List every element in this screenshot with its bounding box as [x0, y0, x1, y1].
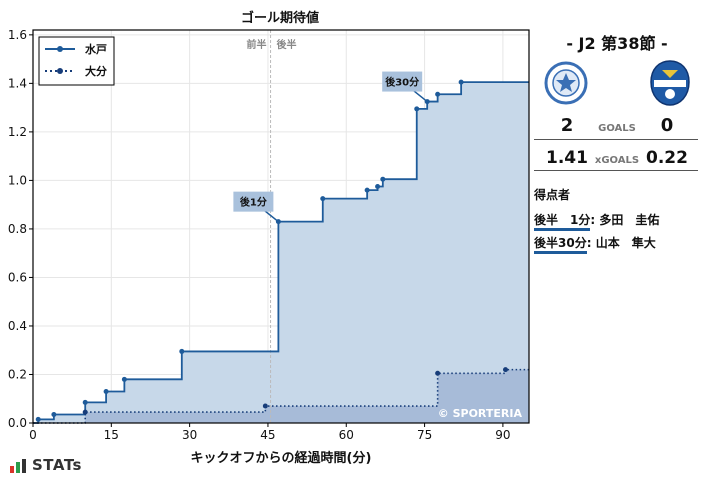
series-point [414, 106, 420, 112]
series-point [503, 367, 509, 373]
half-time-marker: 前半 後半 [247, 30, 297, 423]
y-tick-label: 0.0 [8, 416, 27, 430]
annotation-label: 後30分 [385, 76, 419, 89]
annotation-box [233, 191, 274, 212]
y-tick-label: 0.8 [8, 222, 27, 236]
xgoals-row: 1.41 xGOALS 0.22 [532, 148, 702, 172]
x-tick-label: 45 [260, 428, 275, 442]
scorer-name: 山本 隼大 [595, 236, 656, 250]
scorer-name: 多田 圭佑 [599, 213, 660, 227]
goals-label: GOALS [598, 123, 636, 134]
divider [534, 139, 698, 140]
series-point [121, 376, 127, 382]
series-point [435, 370, 441, 376]
bar-chart-icon [10, 459, 26, 473]
watermark: © SPORTERIA [438, 407, 523, 420]
away-score: 0 [660, 115, 674, 136]
y-tick-label: 0.6 [8, 270, 27, 284]
home-score: 2 [560, 115, 574, 136]
scorer-separator: : [590, 213, 596, 227]
series-point [51, 412, 57, 418]
annotation-box [382, 71, 423, 92]
legend-marker-home [57, 46, 63, 52]
series-point [320, 196, 326, 202]
legend-marker-away [57, 68, 63, 74]
scorer-separator: : [586, 236, 592, 250]
x-tick-label: 15 [104, 428, 119, 442]
x-tick-label: 30 [182, 428, 197, 442]
series-point [435, 91, 441, 97]
divider [534, 170, 698, 171]
first-half-label: 前半 [247, 38, 267, 51]
series-point [375, 183, 381, 189]
x-axis-label: キックオフからの経過時間(分) [191, 450, 372, 466]
brand-name: STATs [32, 456, 82, 474]
series-point [82, 399, 88, 405]
area-fills [33, 82, 529, 423]
y-tick-label: 0.4 [8, 319, 27, 333]
match-title: - J2 第38節 - [566, 34, 668, 53]
series-point [364, 187, 370, 193]
x-tick-label: 90 [495, 428, 510, 442]
plot-frame [32, 29, 530, 424]
x-tick-label: 75 [417, 428, 432, 442]
scorer-time: 後半 1分 [534, 213, 591, 231]
xgoals-label: xGOALS [594, 155, 640, 166]
away-team-crest-icon [650, 60, 690, 106]
xg-chart: ゴール期待値 前半 後半 後1分 後30分 0 15 30 45 60 75 90 0.0 0.2… [8, 10, 530, 466]
series-point [458, 79, 464, 85]
scorer-item: 後半30分: 山本 隼大 [534, 234, 656, 254]
series-point [35, 416, 41, 422]
home-xg: 1.41 [546, 148, 588, 168]
annotation-label: 後1分 [240, 196, 267, 209]
y-tick-label: 1.0 [8, 173, 27, 187]
legend-label-away: 大分 [85, 64, 107, 78]
y-tick-label: 0.2 [8, 367, 27, 381]
series-point [179, 348, 185, 354]
series-point [262, 403, 268, 409]
chart-title: ゴール期待値 [241, 10, 319, 26]
goals-row: 2 GOALS 0 [532, 115, 702, 139]
scorer-time: 後半30分 [534, 236, 587, 254]
second-half-label: 後半 [277, 38, 297, 51]
x-tick-label: 60 [339, 428, 354, 442]
legend: 水戸 大分 [38, 36, 115, 86]
annotations: 後1分 後30分 [233, 71, 428, 223]
axis-ticks: 0 15 30 45 60 75 90 0.0 0.2 0.4 0.6 0.8 1.0 1.2 1.4 1.6 [8, 28, 511, 442]
series-point [82, 409, 88, 415]
scorers-title: 得点者 [534, 188, 571, 202]
y-tick-label: 1.6 [8, 28, 27, 42]
legend-box [38, 36, 115, 86]
scorer-item: 後半 1分: 多田 圭佑 [534, 211, 660, 231]
series-point [380, 176, 386, 182]
series-area-0 [33, 82, 529, 423]
series-area-1 [33, 369, 529, 423]
y-tick-label: 1.2 [8, 125, 27, 139]
y-tick-label: 1.4 [8, 76, 27, 90]
legend-label-home: 水戸 [85, 42, 107, 56]
match-summary-panel: - J2 第38節 - 2 GOALS 0 1.41 xGOALS 0.22 得… [532, 0, 702, 479]
series-points [35, 79, 509, 422]
away-xg: 0.22 [646, 148, 688, 168]
x-tick-label: 0 [29, 428, 37, 442]
series-point [103, 388, 109, 394]
home-team-crest-icon [544, 61, 588, 105]
